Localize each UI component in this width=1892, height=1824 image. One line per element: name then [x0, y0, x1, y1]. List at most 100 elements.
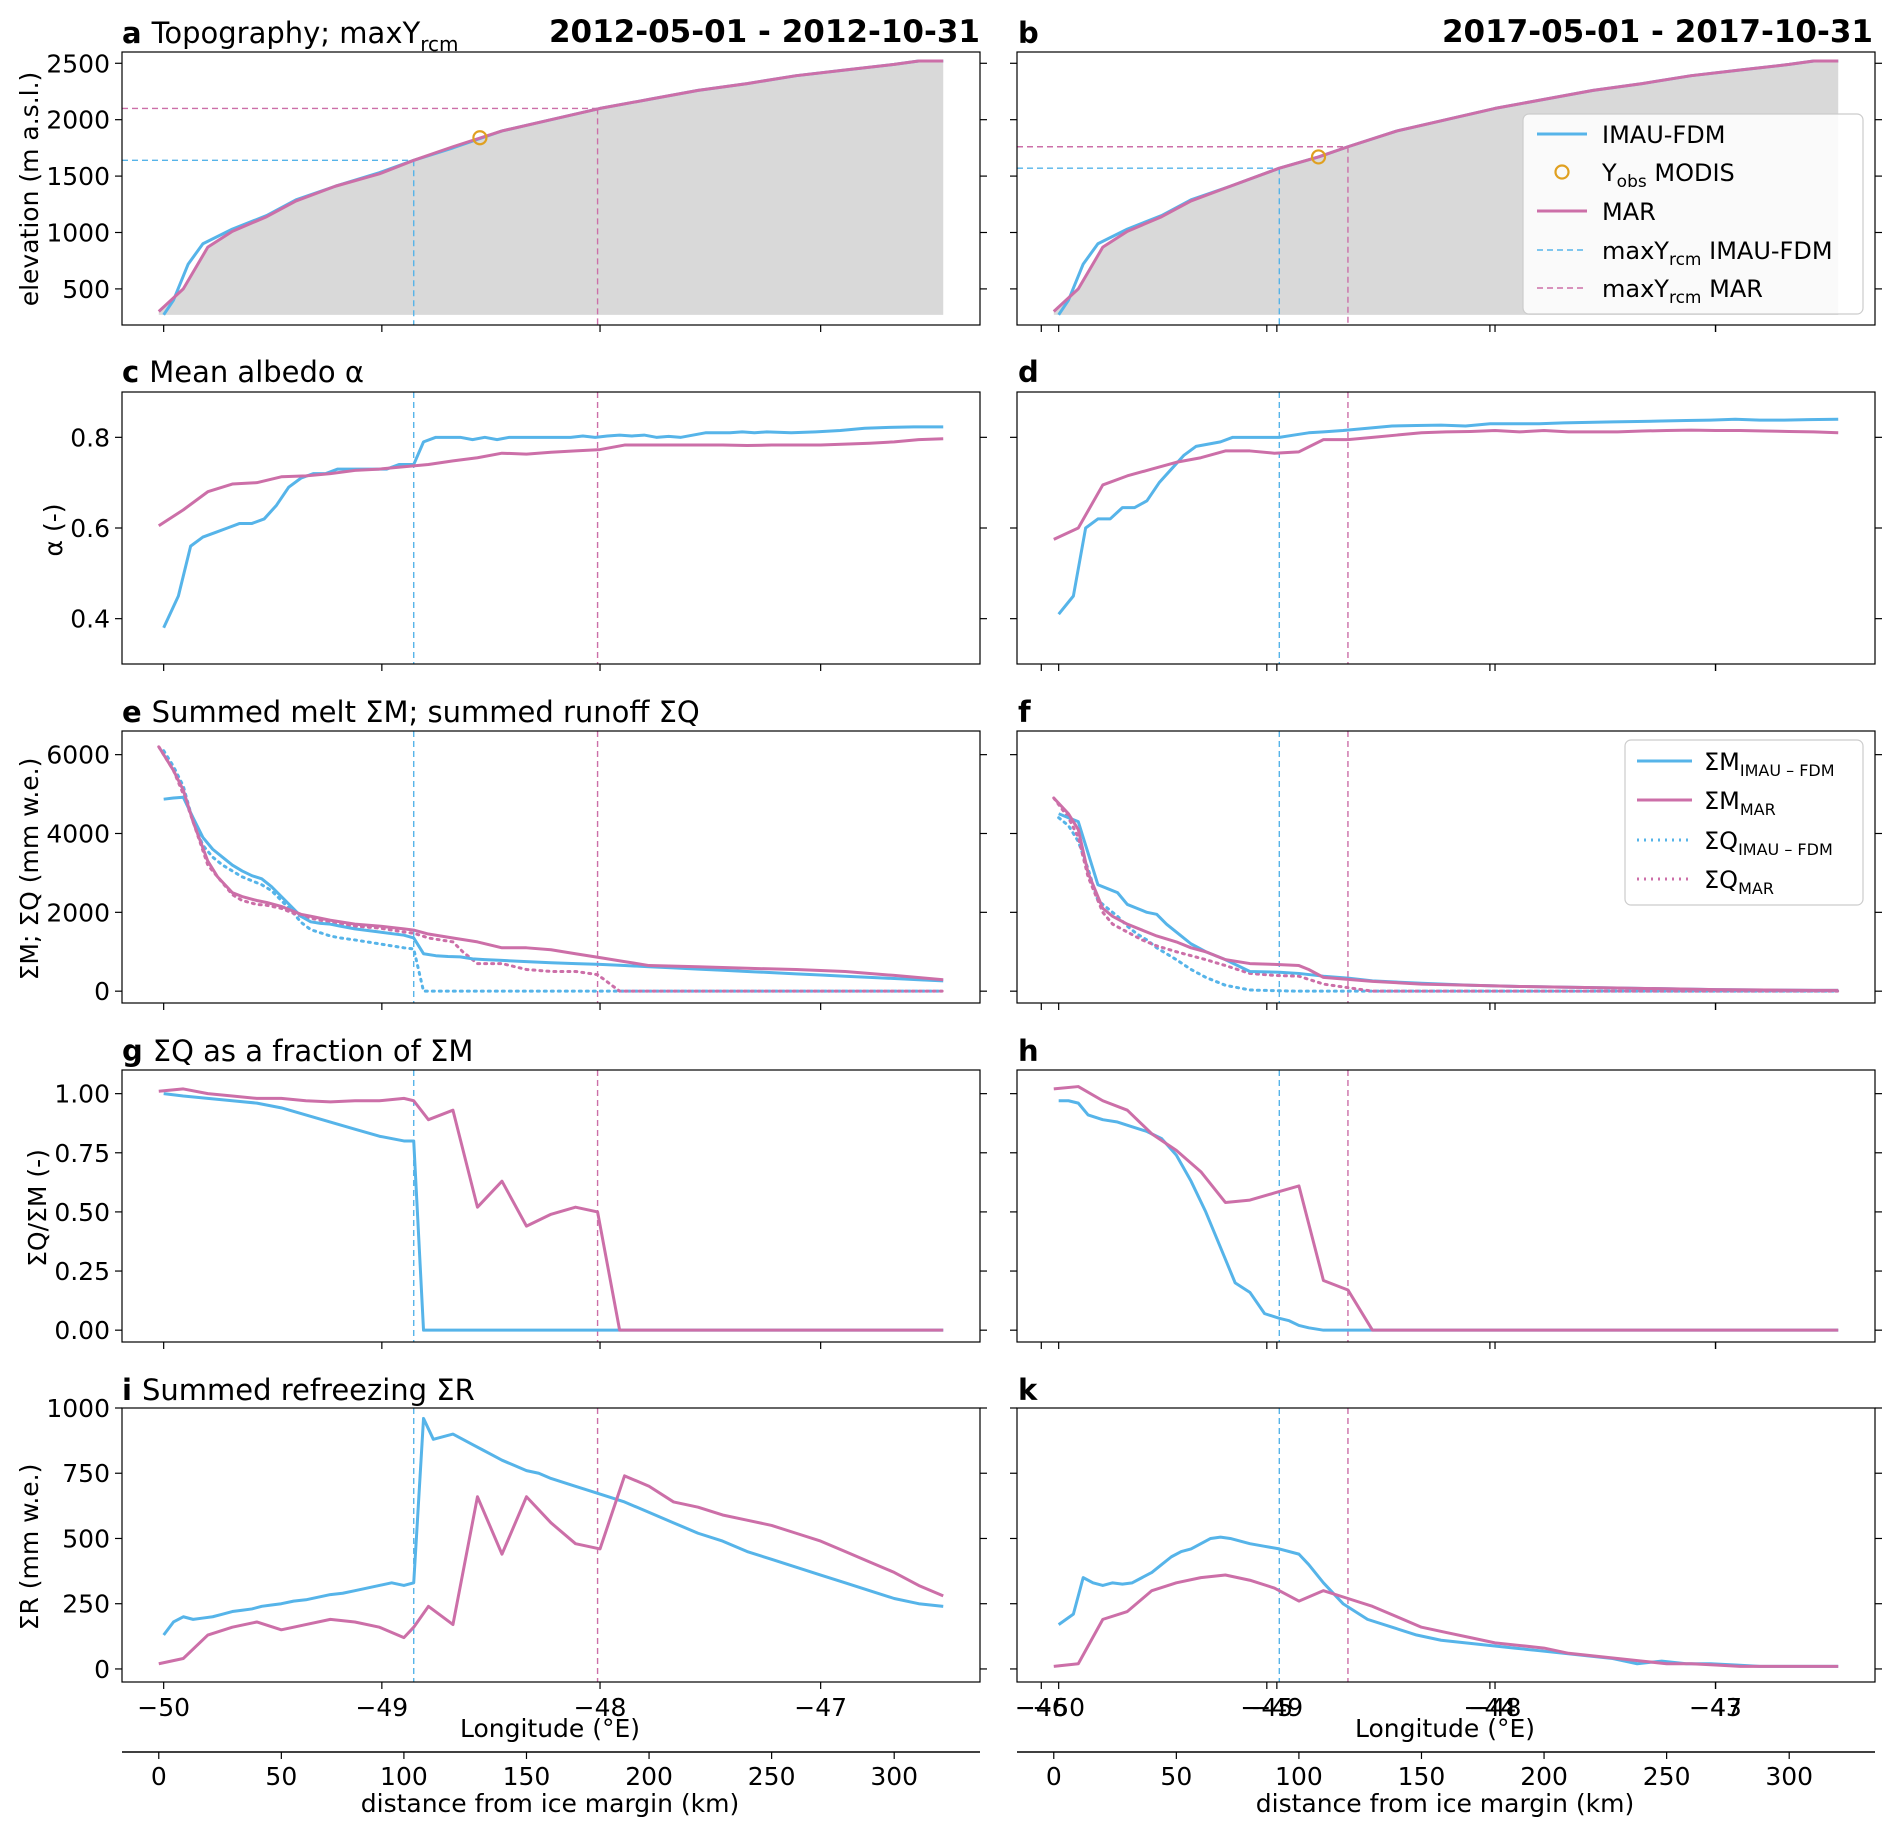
series-mar: [157, 437, 944, 527]
ytick-label: 1000: [46, 218, 110, 247]
distance-tick-label: 100: [380, 1762, 428, 1791]
panel-melt_runoff-left: 0 2000 4000 6000: [46, 730, 1717, 1010]
ytick-label: 6000: [46, 741, 110, 770]
panel-albedo-right: [1010, 391, 1882, 671]
distance-tick-label: 100: [1275, 1762, 1323, 1791]
ytick-label: 500: [62, 1524, 110, 1553]
axes-frame: [1016, 1069, 1876, 1343]
title-c: c Mean albedo α: [122, 355, 364, 389]
period-right: 2017-05-01 - 2017-10-31: [1442, 14, 1873, 50]
distance-axis-left: 0 50 100 150 200 250 300: [122, 1751, 980, 1791]
panel-melt_runoff-right: [1010, 730, 1882, 1010]
ylabel-albedo: α (-): [39, 504, 68, 557]
xtick-label-longitude: −45: [1240, 1693, 1293, 1722]
ytick-label: 250: [62, 1590, 110, 1619]
ytick-label: 0.00: [54, 1316, 110, 1345]
distance-tick-label: 0: [1046, 1762, 1062, 1791]
ytick-label: 4000: [46, 819, 110, 848]
ytick-label: 0.25: [54, 1257, 110, 1286]
distance-tick-label: 150: [1398, 1762, 1446, 1791]
title-h: h: [1018, 1034, 1039, 1068]
axes-frame: [121, 1069, 981, 1343]
panel-refreezing-left: 0 250 500 750 1000 −50 −49 −48 −47 −46 −45 −44 −43: [46, 1394, 1741, 1722]
ytick-label: 0.75: [54, 1139, 110, 1168]
legend-label-m-imau: ΣMIMAU – FDM: [1704, 748, 1835, 780]
series-mar: [1053, 1085, 1839, 1332]
series-mar: [158, 1087, 944, 1332]
legend-melt-runoff: ΣMIMAU – FDM ΣMMAR ΣQIMAU – FDM ΣQMAR: [1624, 739, 1864, 906]
xlabel-distance-left: distance from ice margin (km): [361, 1789, 739, 1818]
title-a: a Topography; maxYrcm: [122, 16, 458, 56]
axes-frame: [121, 51, 981, 326]
ytick-label: 2000: [46, 898, 110, 927]
axes-frame: [1016, 51, 1876, 326]
ytick-label: 500: [62, 275, 110, 304]
xtick-label-longitude: −47: [1689, 1693, 1742, 1722]
legend-swatch-obs: [1554, 164, 1570, 180]
xtick-label-longitude: −47: [794, 1693, 847, 1722]
legend-label-maxy-imau: maxYrcm IMAU-FDM: [1602, 237, 1833, 270]
series-mar: [1052, 59, 1839, 313]
series-imau: [162, 425, 944, 629]
series-m-mar: [157, 745, 944, 982]
panel-refreezing-right: −50 −49 −48 −47 −46 −45 −44 −43: [1010, 1407, 1882, 1722]
period-left: 2012-05-01 - 2012-10-31: [549, 14, 980, 50]
xtick-label-longitude: −44: [1464, 1693, 1517, 1722]
distance-tick-label: 50: [1160, 1762, 1192, 1791]
distance-tick-label: 0: [151, 1762, 167, 1791]
xlabel-longitude-left: Longitude (°E): [460, 1714, 640, 1743]
ytick-label: 0: [94, 977, 110, 1006]
distance-tick-label: 200: [625, 1762, 673, 1791]
distance-axis-right: 0 50 100 150 200 250 300: [1017, 1751, 1875, 1791]
distance-tick-label: 250: [1643, 1762, 1691, 1791]
legend-label-imau: IMAU-FDM: [1602, 121, 1725, 149]
ytick-label: 0.50: [54, 1198, 110, 1227]
panel-fraction-right: [1010, 1069, 1882, 1349]
ylabel-elevation: elevation (m a.s.l.): [15, 72, 44, 307]
obs-marker: [1310, 149, 1327, 165]
ytick-label: 1.00: [54, 1080, 110, 1109]
title-k: k: [1018, 1373, 1038, 1407]
xtick-label-longitude: −50: [137, 1693, 190, 1722]
topography-fill: [158, 61, 944, 315]
panel-elevation-left: 500 1000 1500 2000 2500: [46, 49, 1717, 332]
ytick-label: 0.4: [70, 605, 110, 634]
series-m-imau: [163, 795, 944, 983]
panel-albedo-left: 0.4 0.6 0.8: [70, 391, 1717, 671]
ytick-label: 750: [62, 1459, 110, 1488]
xtick-label-longitude: −49: [1250, 1693, 1303, 1722]
title-e: e Summed melt ΣM; summed runoff ΣQ: [122, 695, 700, 729]
series-q-mar: [1052, 796, 1840, 993]
title-g: g ΣQ as a fraction of ΣM: [122, 1034, 473, 1068]
title-b: b: [1018, 16, 1039, 50]
title-i: i Summed refreezing ΣR: [122, 1373, 475, 1407]
axes-frame: [121, 1407, 981, 1683]
ytick-label: 1500: [46, 162, 110, 191]
xtick-label-longitude: −49: [355, 1693, 408, 1722]
series-imau: [1057, 417, 1839, 616]
series-mar: [157, 59, 944, 313]
axes-frame: [121, 730, 981, 1004]
legend-topography-box: [1522, 113, 1864, 315]
legend-topography: IMAU-FDM Yobs MODIS MAR maxYrcm IMAU-FDM…: [1522, 113, 1864, 315]
series-imau: [162, 1416, 944, 1636]
xtick-label-longitude: −46: [1015, 1693, 1068, 1722]
ylabel-fraction: ΣQ/ΣM (-): [23, 1149, 52, 1267]
series-imau: [1057, 1535, 1839, 1668]
panel-fraction-left: 0.00 0.25 0.50 0.75 1.00: [54, 1069, 1717, 1349]
distance-tick-label: 250: [748, 1762, 796, 1791]
series-q-mar: [157, 745, 945, 993]
distance-tick-label: 300: [870, 1762, 918, 1791]
xtick-label-longitude: −48: [1469, 1693, 1522, 1722]
legend-label-obs: Yobs MODIS: [1601, 159, 1735, 192]
legend-label-q-mar: ΣQMAR: [1704, 866, 1774, 898]
legend-label-maxy-mar: maxYrcm MAR: [1602, 275, 1763, 308]
series-mar: [1053, 1573, 1839, 1668]
axes-frame: [121, 391, 981, 665]
xlabel-distance-right: distance from ice margin (km): [1256, 1789, 1634, 1818]
axes-frame: [1016, 730, 1876, 1004]
ytick-label: 0: [94, 1655, 110, 1684]
distance-tick-label: 50: [265, 1762, 297, 1791]
xlabel-longitude-right: Longitude (°E): [1355, 1714, 1535, 1743]
